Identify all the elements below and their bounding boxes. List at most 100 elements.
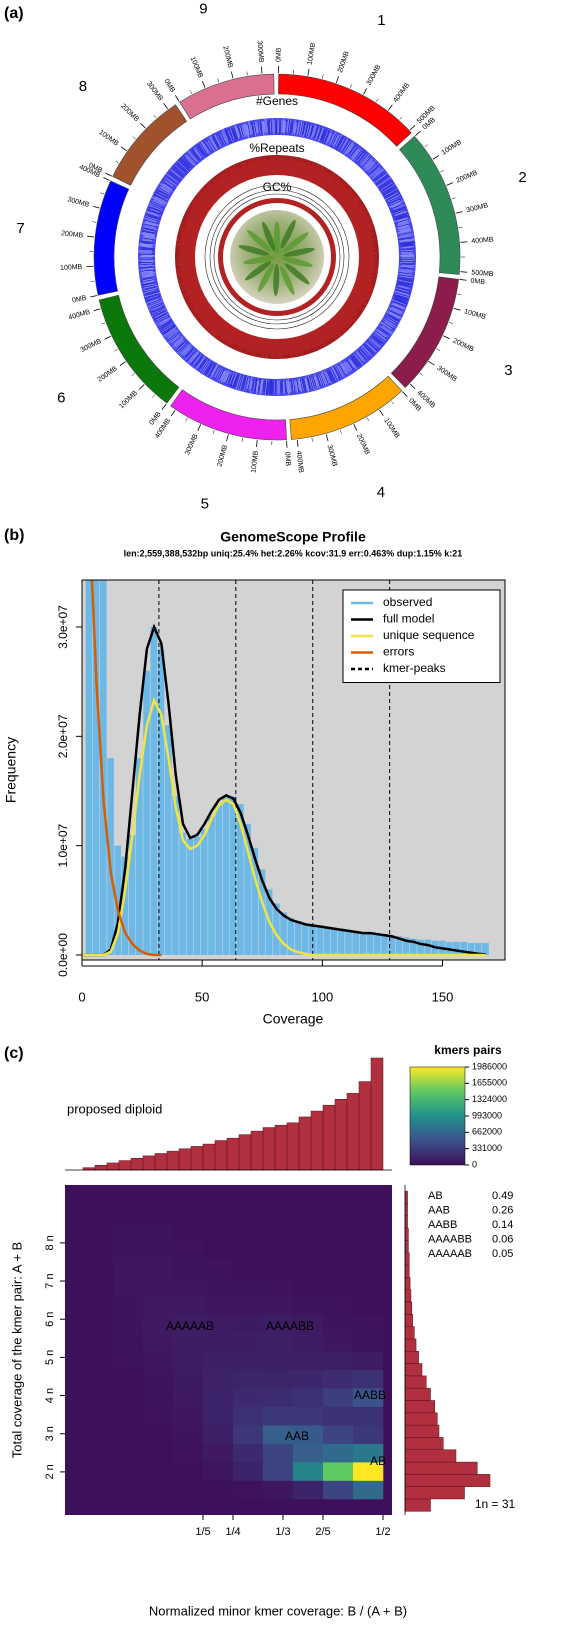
repeat-track-texture	[180, 222, 187, 225]
repeat-track-texture	[203, 324, 207, 328]
minor-tick	[458, 226, 463, 228]
heatmap-cell	[233, 1314, 264, 1334]
gene-track-texture	[192, 149, 201, 161]
repeat-track-texture	[330, 337, 334, 343]
histogram-bar	[114, 845, 122, 955]
gene-track-texture	[161, 325, 172, 333]
gene-track-texture	[350, 354, 361, 367]
gene-track-texture	[300, 121, 304, 135]
repeat-track-texture	[245, 159, 247, 162]
repeat-track-texture	[201, 188, 205, 192]
gene-track-texture	[205, 138, 214, 153]
heatmap-cell	[293, 1462, 324, 1481]
gene-track-texture	[397, 280, 414, 285]
gene-track-texture	[249, 377, 253, 390]
minor-tick	[451, 197, 456, 200]
heatmap-cell	[233, 1240, 264, 1260]
gene-track-texture	[187, 155, 197, 165]
gene-track-texture	[303, 123, 307, 137]
repeat-track-texture	[314, 162, 317, 169]
repeat-track-texture	[320, 347, 322, 349]
gene-track-texture	[364, 159, 373, 168]
colorbar-tick-label: 993000	[472, 1110, 502, 1120]
gene-track-texture	[166, 177, 177, 186]
gene-track-texture	[142, 236, 157, 240]
gene-track-texture	[367, 342, 379, 353]
repeat-track-texture	[294, 353, 296, 358]
gene-track-texture	[301, 380, 304, 391]
gene-track-texture	[313, 126, 317, 137]
minor-tick	[375, 98, 379, 103]
repeat-track-texture	[370, 290, 374, 292]
repeat-track-texture	[304, 349, 307, 355]
gene-track-texture	[205, 360, 213, 372]
repeat-track-texture	[238, 347, 241, 352]
gene-track-texture	[230, 127, 236, 141]
gene-track-texture	[317, 375, 322, 386]
gene-track-texture	[287, 119, 289, 133]
gene-track-texture	[143, 235, 155, 238]
gene-track-texture	[294, 379, 297, 393]
gene-track-texture	[287, 379, 290, 394]
gene-track-texture	[397, 231, 412, 235]
tick-label: 400MB	[392, 82, 411, 104]
side-histogram-bar	[404, 1437, 444, 1450]
repeat-track-texture	[357, 314, 361, 317]
repeat-track-texture	[245, 351, 247, 355]
gene-track-texture	[148, 215, 159, 219]
gene-track-texture	[139, 243, 153, 246]
minor-tick	[114, 349, 118, 352]
y-tick-label: 2.0e+07	[56, 714, 70, 758]
heatmap-cell	[323, 1314, 354, 1334]
repeat-track-texture	[204, 327, 207, 330]
gene-track-texture	[142, 232, 155, 235]
repeat-track	[175, 155, 379, 359]
repeat-track-texture	[327, 341, 330, 345]
repeat-track-texture	[372, 242, 379, 245]
gene-track-texture	[310, 123, 316, 140]
gene-track-texture	[154, 199, 166, 205]
top-histogram-bar	[322, 1104, 336, 1171]
heatmap-cell	[113, 1406, 144, 1426]
gene-track-texture	[207, 140, 215, 152]
gene-track-texture	[183, 157, 193, 167]
gene-track-texture	[380, 327, 390, 335]
tick-mark	[402, 391, 408, 397]
gene-track-texture	[266, 382, 268, 396]
repeat-track-texture	[337, 176, 340, 179]
gene-track-texture	[217, 133, 224, 145]
repeat-track-texture	[177, 232, 181, 234]
repeat-track-texture	[368, 220, 373, 223]
gene-track-texture	[172, 165, 184, 175]
x-axis-label: Normalized minor kmer coverage: B / (A +…	[149, 1603, 407, 1618]
heatmap-cell	[263, 1406, 294, 1426]
gene-track-texture	[381, 184, 396, 193]
gene-track-texture	[176, 162, 189, 174]
repeat-track-texture	[243, 160, 245, 164]
gene-track-texture	[377, 328, 390, 338]
repeat-track-texture	[219, 340, 221, 342]
gene-track-texture	[140, 279, 155, 283]
gene-track-texture	[385, 318, 396, 325]
gene-track-texture	[138, 261, 153, 264]
repeat-track-texture	[334, 339, 336, 341]
gene-track-texture	[333, 366, 341, 380]
gene-track-texture	[402, 249, 413, 251]
gene-track-texture	[185, 349, 195, 361]
heatmap-cell	[113, 1258, 144, 1278]
gene-track-texture	[331, 368, 338, 381]
repeat-track-texture	[202, 325, 204, 328]
repeat-track-texture	[260, 352, 263, 358]
gene-track-texture	[307, 375, 312, 388]
repeat-track-texture	[324, 168, 328, 174]
gene-track-texture	[142, 289, 157, 294]
gene-track-texture	[343, 142, 351, 153]
gene-track-texture	[367, 343, 378, 353]
tick-label: 0MB	[276, 47, 283, 62]
gene-track-texture	[163, 324, 175, 333]
chromosome-label: 7	[16, 220, 24, 237]
gene-track-texture	[320, 370, 327, 385]
heatmap-cell	[173, 1332, 204, 1352]
repeat-track-texture	[310, 161, 313, 166]
gene-track-texture	[165, 174, 177, 184]
